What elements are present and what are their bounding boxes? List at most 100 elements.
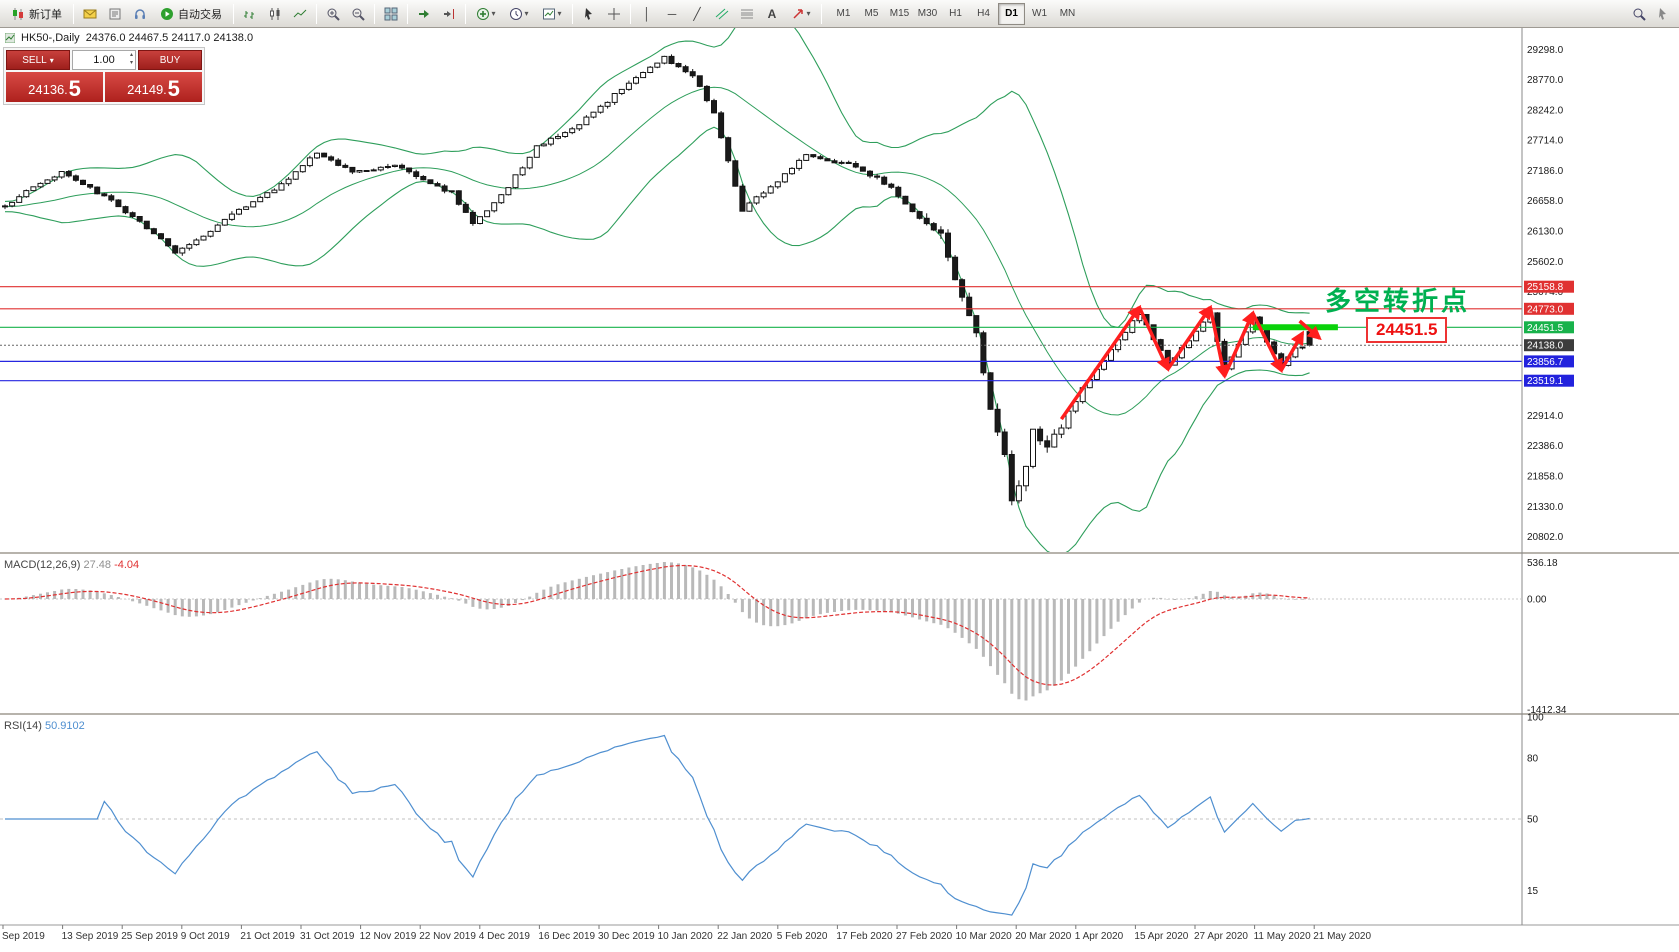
one-click-trading-panel: SELL ▾ 1.00 ▴ ▾ BUY 24136. 5 24149. 5 xyxy=(3,47,205,105)
auto-scroll-icon[interactable] xyxy=(412,2,436,26)
svg-text:-1412.34: -1412.34 xyxy=(1527,705,1567,716)
tile-windows-icon[interactable] xyxy=(379,2,403,26)
price-axis-label: 22914.0 xyxy=(1527,411,1564,422)
bar-chart-icon[interactable] xyxy=(238,2,262,26)
chart-shift-icon[interactable] xyxy=(437,2,461,26)
zigzag-arrow xyxy=(1279,330,1305,372)
price-axis-label: 21330.0 xyxy=(1527,502,1564,513)
line-chart-icon[interactable] xyxy=(288,2,312,26)
zoom-in-icon[interactable] xyxy=(321,2,345,26)
indicators-button[interactable]: ▾ xyxy=(470,2,502,26)
time-axis-label: 17 Feb 2020 xyxy=(836,931,893,942)
time-axis-label: 9 Oct 2019 xyxy=(181,931,230,942)
time-axis-label: 22 Nov 2019 xyxy=(419,931,476,942)
timeframe-w1[interactable]: W1 xyxy=(1026,3,1053,25)
time-axis: Sep 2019 13 Sep 2019 25 Sep 2019 9 Oct 2019… xyxy=(2,925,1371,942)
text-icon[interactable]: A xyxy=(760,2,784,26)
price-axis-label: 26658.0 xyxy=(1527,196,1564,207)
pointer-icon[interactable] xyxy=(1651,2,1675,26)
sell-price-display[interactable]: 24136. 5 xyxy=(6,72,103,102)
volume-input[interactable]: 1.00 ▴ ▾ xyxy=(72,50,136,70)
news-icon[interactable] xyxy=(103,2,127,26)
trend-annotation[interactable]: 多空转折点 xyxy=(1325,286,1471,316)
chevron-down-icon: ▾ xyxy=(806,9,811,18)
candlestick-chart-icon[interactable] xyxy=(263,2,287,26)
chart-window: 29298.0 28770.0 28242.0 27714.0 27186.0 26658… xyxy=(0,28,1679,952)
symbol-ohlc: 24376.0 24467.5 24117.0 24138.0 xyxy=(85,32,254,44)
horizontal-line-icon[interactable]: ─ xyxy=(660,2,684,26)
bollinger-upper-band xyxy=(4,28,1310,329)
cursor-icon[interactable] xyxy=(577,2,601,26)
svg-text:0.00: 0.00 xyxy=(1527,595,1547,606)
volume-up-icon[interactable]: ▴ xyxy=(129,52,133,58)
zigzag-arrow xyxy=(1251,312,1283,374)
direction-arrow xyxy=(1298,319,1322,341)
main-plot xyxy=(2,28,1313,552)
time-axis-label: 1 Apr 2020 xyxy=(1075,931,1124,942)
svg-text:25158.8: 25158.8 xyxy=(1527,282,1564,293)
symbol-header: HK50-,Daily 24376.0 24467.5 24117.0 2413… xyxy=(5,32,253,44)
time-axis-label: 22 Jan 2020 xyxy=(717,931,772,942)
toolbar-separator xyxy=(572,3,573,24)
fibonacci-icon[interactable] xyxy=(735,2,759,26)
svg-text:100: 100 xyxy=(1527,713,1544,724)
price-separator: . xyxy=(163,83,167,97)
vertical-line-icon[interactable]: │ xyxy=(635,2,659,26)
zigzag-arrow xyxy=(1166,304,1212,371)
arrows-tool-button[interactable]: ▾ xyxy=(785,2,817,26)
new-order-label: 新订单 xyxy=(29,8,62,21)
periods-button[interactable]: ▾ xyxy=(503,2,535,26)
timeframe-m5[interactable]: M5 xyxy=(858,3,885,25)
price-callout[interactable]: 24451.5 xyxy=(1366,317,1448,343)
timeframe-mn[interactable]: MN xyxy=(1054,3,1081,25)
timeframe-d1[interactable]: D1 xyxy=(998,2,1025,25)
price-axis-label: 29298.0 xyxy=(1527,45,1564,56)
buy-label: BUY xyxy=(159,54,181,66)
crosshair-icon[interactable] xyxy=(602,2,626,26)
chart-canvas[interactable]: 29298.0 28770.0 28242.0 27714.0 27186.0 26658… xyxy=(0,28,1679,952)
price-level-badge xyxy=(1524,302,1574,315)
price-axis-label: 25602.0 xyxy=(1527,257,1564,268)
svg-text:23856.7: 23856.7 xyxy=(1527,357,1564,368)
auto-trading-button[interactable]: 自动交易 xyxy=(153,2,229,26)
templates-button[interactable]: ▾ xyxy=(536,2,568,26)
price-level-badge xyxy=(1524,355,1574,368)
trendline-icon[interactable]: ╱ xyxy=(685,2,709,26)
sell-button[interactable]: SELL ▾ xyxy=(6,50,70,70)
headset-icon[interactable] xyxy=(128,2,152,26)
mail-icon[interactable] xyxy=(78,2,102,26)
chevron-down-icon[interactable]: ▾ xyxy=(49,55,54,65)
time-axis-label: 16 Dec 2019 xyxy=(538,931,595,942)
search-icon[interactable] xyxy=(1627,2,1651,26)
template-icon xyxy=(543,8,556,19)
timeframe-h1[interactable]: H1 xyxy=(942,3,969,25)
time-axis-label: 25 Sep 2019 xyxy=(121,931,178,942)
zigzag-arrow xyxy=(1059,304,1142,421)
zigzag-arrow xyxy=(1137,306,1170,372)
toolbar-separator xyxy=(233,3,234,24)
zoom-out-icon[interactable] xyxy=(346,2,370,26)
time-axis-label: 31 Oct 2019 xyxy=(300,931,355,942)
timeframe-h4[interactable]: H4 xyxy=(970,3,997,25)
time-axis-label: 4 Dec 2019 xyxy=(479,931,531,942)
toolbar-separator xyxy=(465,3,466,24)
arrow-draw-icon xyxy=(793,8,804,19)
price-axis-label: 28242.0 xyxy=(1527,105,1564,116)
buy-price-display[interactable]: 24149. 5 xyxy=(105,72,202,102)
sell-price-main: 24136 xyxy=(28,82,65,98)
buy-button[interactable]: BUY xyxy=(138,50,202,70)
price-level-badge xyxy=(1524,339,1574,352)
time-axis-label: 5 Feb 2020 xyxy=(777,931,828,942)
new-order-button[interactable]: 新订单 xyxy=(4,2,69,26)
toolbar-separator xyxy=(407,3,408,24)
svg-text:24773.0: 24773.0 xyxy=(1527,304,1564,315)
main-toolbar: 新订单 自动交易 ▾ ▾ ▾ │ ─ ╱ A ▾ xyxy=(0,0,1679,28)
timeframe-m1[interactable]: M1 xyxy=(830,3,857,25)
volume-down-icon[interactable]: ▾ xyxy=(129,59,133,66)
time-axis-label: 20 Mar 2020 xyxy=(1015,931,1072,942)
buy-price-pip: 5 xyxy=(167,76,180,102)
timeframe-m30[interactable]: M30 xyxy=(914,3,941,25)
buy-price-main: 24149 xyxy=(127,82,164,98)
channel-icon[interactable] xyxy=(710,2,734,26)
timeframe-m15[interactable]: M15 xyxy=(886,3,913,25)
